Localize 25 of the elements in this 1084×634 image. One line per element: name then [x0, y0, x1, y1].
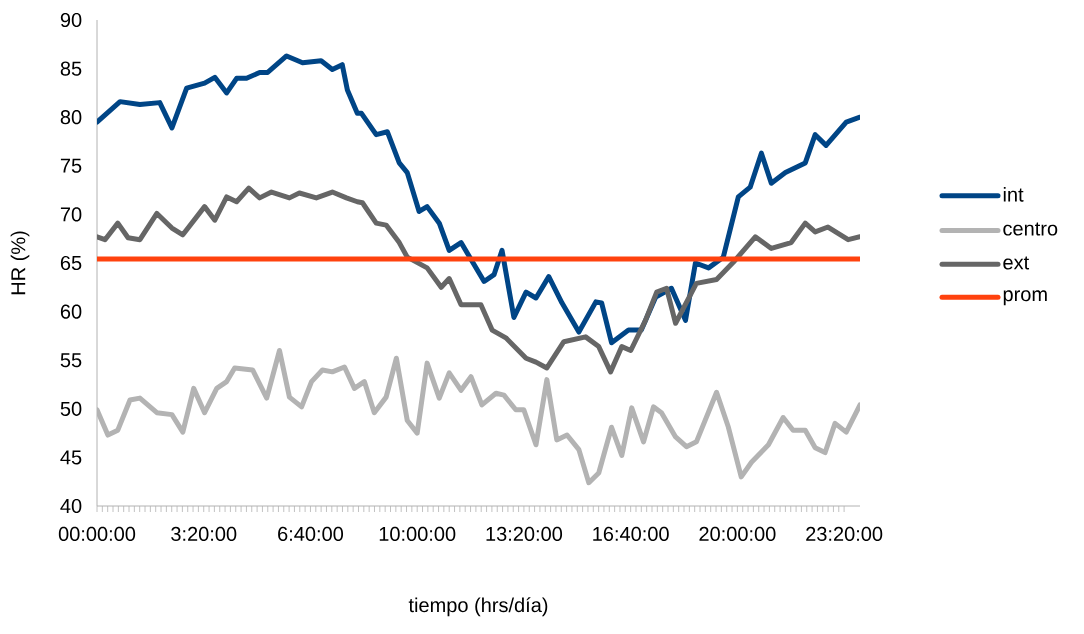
y-tick-label: 55 [60, 353, 82, 368]
y-tick-label: 70 [60, 207, 82, 222]
x-tick-label: 10:00:00 [379, 526, 456, 542]
x-axis-title: tiempo (hrs/día) [408, 597, 548, 617]
y-tick-label: 45 [60, 450, 82, 465]
y-tick-label: 80 [60, 110, 82, 125]
y-tick-label: 90 [60, 12, 82, 28]
legend-label: int [1003, 186, 1024, 202]
y-tick-label: 85 [60, 61, 82, 76]
y-tick-label: 65 [60, 255, 82, 271]
x-tick-label: 00:00:00 [58, 526, 136, 542]
y-axis-title: HR (%) [10, 231, 30, 295]
legend-label: centro [1003, 222, 1058, 236]
x-tick-label: 16:40:00 [593, 526, 669, 542]
x-tick-label: 23:20:00 [806, 526, 883, 542]
y-tick-label: 60 [60, 304, 82, 319]
legend-label: ext [1003, 256, 1030, 270]
x-tick-label: 13:20:00 [486, 526, 563, 542]
x-tick-label: 3:20:00 [171, 526, 237, 542]
y-tick-label: 75 [60, 158, 82, 173]
y-tick-label: 40 [60, 498, 82, 514]
legend-label: prom [1003, 290, 1047, 306]
x-tick-label: 20:00:00 [699, 526, 776, 542]
x-tick-label: 6:40:00 [278, 526, 344, 542]
y-tick-label: 50 [60, 401, 82, 416]
